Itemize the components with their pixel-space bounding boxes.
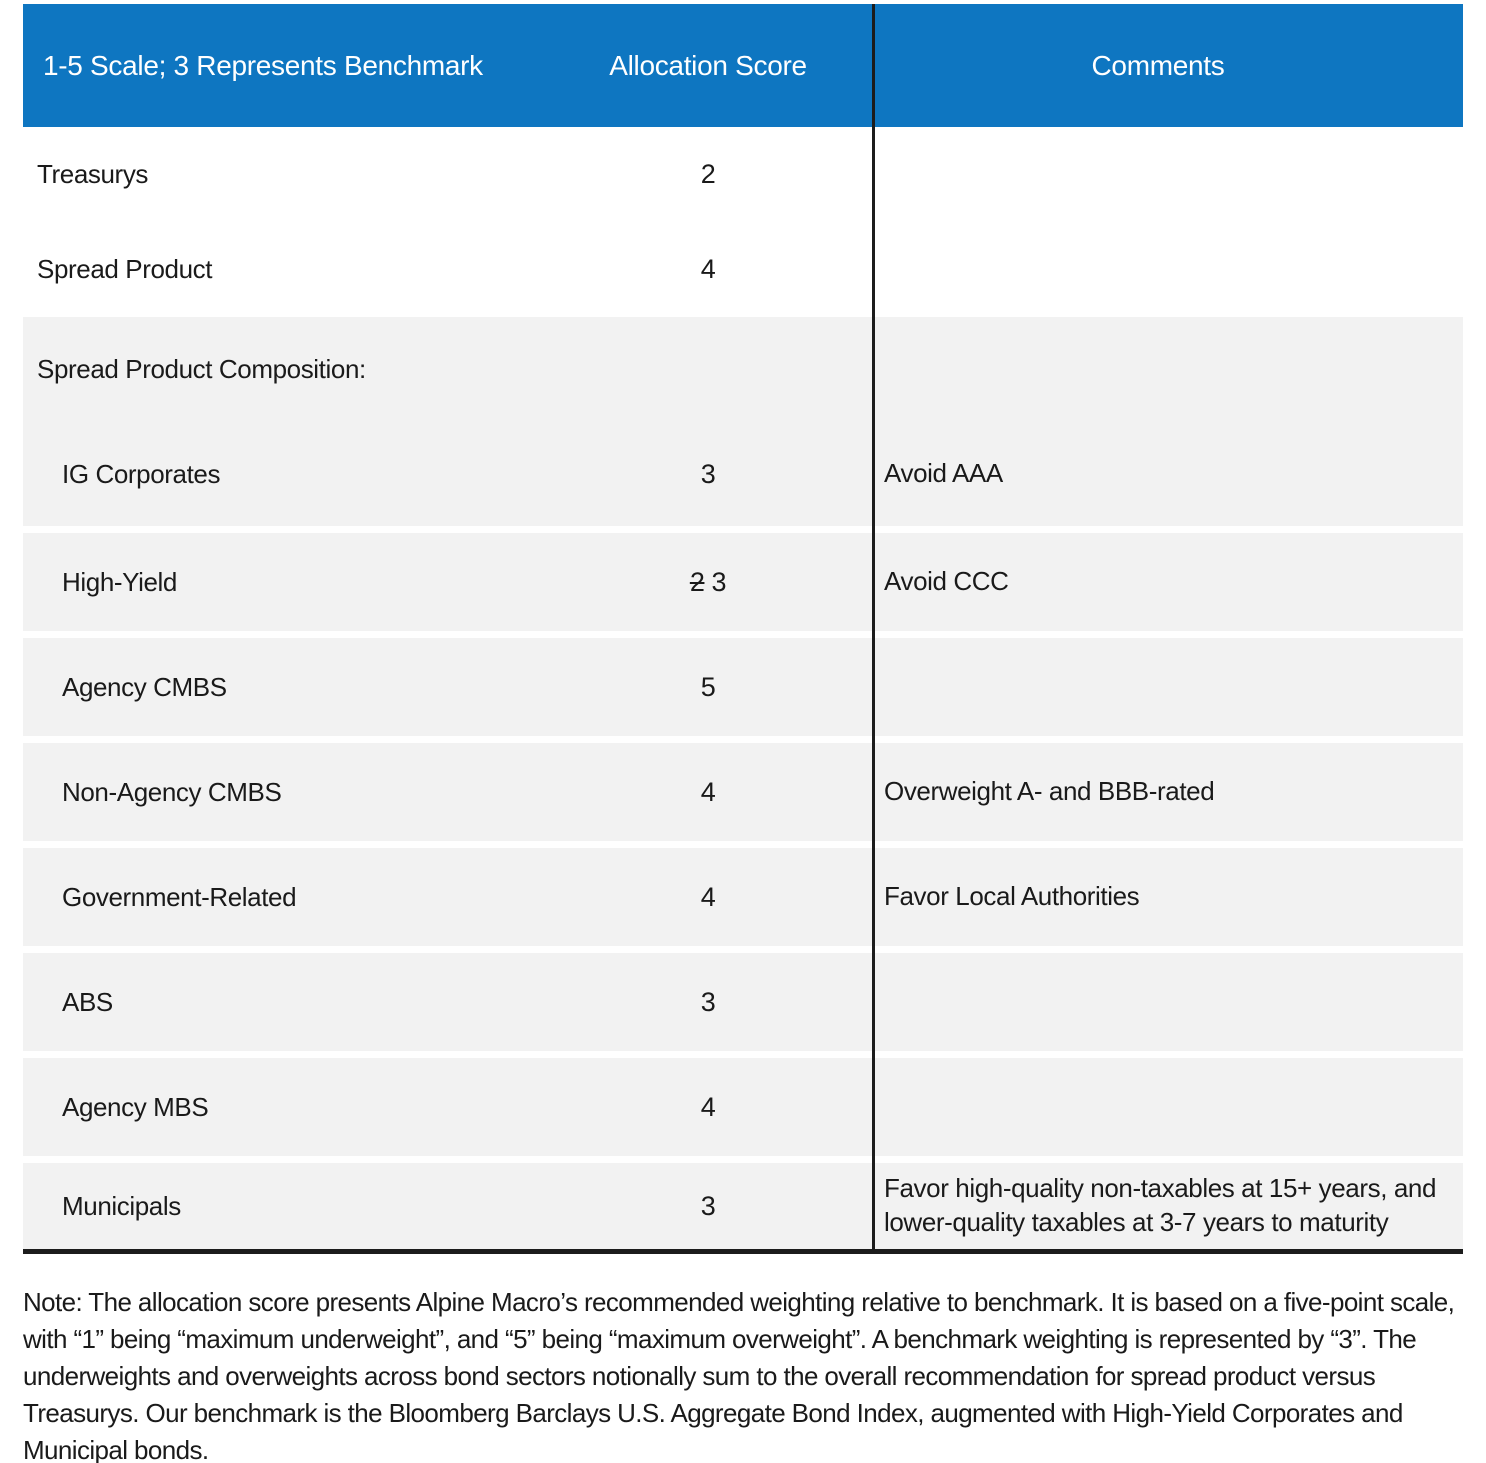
row-label: Spread Product Composition:	[37, 354, 366, 384]
table-row: Municipals 3 Favor high-quality non-taxabl…	[23, 1163, 1463, 1249]
row-score: 3	[700, 986, 716, 1017]
row-score: 2 3	[689, 566, 727, 597]
row-gap	[23, 841, 1463, 848]
row-comment: Favor high-quality non-taxables at 15+ y…	[884, 1173, 1437, 1237]
row-gap	[23, 1051, 1463, 1058]
row-label: Treasurys	[37, 159, 149, 189]
table-row: Agency CMBS 5	[23, 638, 1463, 736]
table-row: Spread Product Composition:	[23, 317, 1463, 422]
table-header-row: 1-5 Scale; 3 Represents Benchmark Alloca…	[23, 4, 1463, 127]
row-gap	[23, 1156, 1463, 1163]
allocation-score-table: 1-5 Scale; 3 Represents Benchmark Alloca…	[23, 4, 1463, 1254]
row-gap	[23, 946, 1463, 953]
footnote-text: Note: The allocation score presents Alpi…	[23, 1287, 1455, 1463]
row-label: IG Corporates	[62, 458, 221, 489]
row-gap	[23, 631, 1463, 638]
row-score: 3	[700, 458, 716, 489]
column-divider-line	[872, 4, 875, 1254]
table-row: ABS 3	[23, 953, 1463, 1051]
table-row: Non-Agency CMBS 4 Overweight A- and BBB-ra…	[23, 743, 1463, 841]
row-label: Agency CMBS	[62, 671, 227, 702]
row-score: 4	[700, 776, 716, 807]
header-allocation-score-label: Allocation Score	[609, 49, 807, 81]
old-score-strikethrough: 2	[689, 566, 705, 597]
row-gap	[23, 526, 1463, 533]
table-row: Government-Related 4 Favor Local Authoriti…	[23, 848, 1463, 946]
row-label: Government-Related	[62, 881, 297, 912]
table-row: IG Corporates 3 Avoid AAA	[23, 422, 1463, 526]
row-gap	[23, 736, 1463, 743]
row-score: 5	[700, 671, 716, 702]
row-label: ABS	[62, 986, 113, 1017]
table-row: High-Yield 2 3 Avoid CCC	[23, 533, 1463, 631]
row-comment: Favor Local Authorities	[884, 881, 1140, 912]
row-label: Spread Product	[37, 254, 213, 284]
row-comment: Avoid AAA	[884, 458, 1003, 489]
row-score: 3	[700, 1190, 716, 1221]
row-score: 4	[700, 254, 716, 284]
row-score: 4	[700, 1091, 716, 1122]
row-score: 2	[700, 159, 716, 189]
row-label: High-Yield	[62, 566, 177, 597]
row-score: 4	[700, 881, 716, 912]
table-row: Treasurys 2	[23, 127, 1463, 222]
row-label: Municipals	[62, 1190, 181, 1221]
table-row: Spread Product 4	[23, 222, 1463, 317]
row-label: Non-Agency CMBS	[62, 776, 282, 807]
row-label: Agency MBS	[62, 1091, 209, 1122]
table-bottom-border	[23, 1249, 1463, 1254]
table-rows: Treasurys 2 Spread Product 4 Spread Product …	[23, 127, 1463, 1249]
table-row: Agency MBS 4	[23, 1058, 1463, 1156]
row-comment: Overweight A- and BBB-rated	[884, 776, 1215, 807]
row-comment: Avoid CCC	[884, 566, 1009, 597]
header-scale-label: 1-5 Scale; 3 Represents Benchmark	[43, 49, 483, 81]
header-comments-label: Comments	[1091, 49, 1225, 81]
